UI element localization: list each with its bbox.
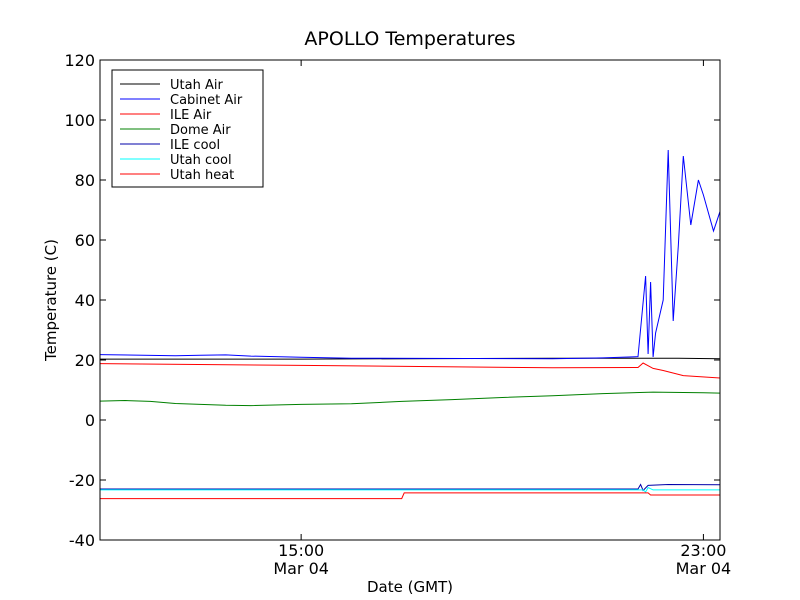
legend-label: Utah cool <box>170 153 232 168</box>
y-tick-label: 60 <box>75 231 95 250</box>
legend-label: ILE Air <box>170 108 212 123</box>
legend-label: Utah heat <box>170 168 234 183</box>
chart-title: APOLLO Temperatures <box>304 28 515 50</box>
y-tick-label: 100 <box>64 111 95 130</box>
legend-label: Cabinet Air <box>170 93 243 108</box>
y-tick-label: -40 <box>69 531 95 550</box>
y-tick-label: 20 <box>75 351 95 370</box>
temperature-chart: APOLLO Temperatures 120 100 80 60 40 20 0 -20 -4… <box>0 0 800 600</box>
x-tick-time-label: 23:00 <box>680 541 726 560</box>
legend-label: Utah Air <box>170 78 223 93</box>
legend-label: Dome Air <box>170 123 231 138</box>
y-tick-label: 120 <box>64 51 95 70</box>
x-axis-label: Date (GMT) <box>367 578 453 596</box>
y-tick-label: 40 <box>75 291 95 310</box>
y-tick-label: -20 <box>69 471 95 490</box>
legend-label: ILE cool <box>170 138 220 153</box>
x-tick-time-label: 15:00 <box>278 541 324 560</box>
x-tick-date-label: Mar 04 <box>676 559 732 578</box>
y-axis-label: Temperature (C) <box>42 239 60 362</box>
y-tick-label: 80 <box>75 171 95 190</box>
y-tick-label: 0 <box>85 411 95 430</box>
x-tick-date-label: Mar 04 <box>273 559 329 578</box>
